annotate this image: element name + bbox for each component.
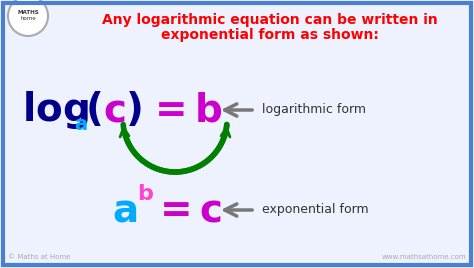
Text: $\mathbf{a}$: $\mathbf{a}$ bbox=[74, 116, 88, 135]
Text: $\mathbf{log}$: $\mathbf{log}$ bbox=[22, 89, 89, 131]
Text: $\mathbf{b}$: $\mathbf{b}$ bbox=[137, 184, 154, 204]
Text: © Maths at Home: © Maths at Home bbox=[8, 254, 71, 260]
Text: $\mathbf{a}$: $\mathbf{a}$ bbox=[112, 191, 137, 229]
Text: $\mathbf{= c}$: $\mathbf{= c}$ bbox=[152, 191, 222, 229]
Circle shape bbox=[8, 0, 48, 36]
Text: exponential form as shown:: exponential form as shown: bbox=[161, 28, 379, 42]
Text: MATHS: MATHS bbox=[17, 9, 39, 14]
Text: $\mathbf{(}$: $\mathbf{(}$ bbox=[85, 91, 102, 129]
Text: $\mathbf{c}$: $\mathbf{c}$ bbox=[103, 91, 126, 129]
Text: $\mathbf{)}$: $\mathbf{)}$ bbox=[125, 91, 142, 129]
Text: Any logarithmic equation can be written in: Any logarithmic equation can be written … bbox=[102, 13, 438, 27]
Text: home: home bbox=[20, 17, 36, 21]
Text: logarithmic form: logarithmic form bbox=[262, 103, 366, 117]
Text: exponential form: exponential form bbox=[262, 203, 369, 217]
Text: www.mathsathome.com: www.mathsathome.com bbox=[382, 254, 466, 260]
Text: $\mathbf{= b}$: $\mathbf{= b}$ bbox=[147, 91, 223, 129]
